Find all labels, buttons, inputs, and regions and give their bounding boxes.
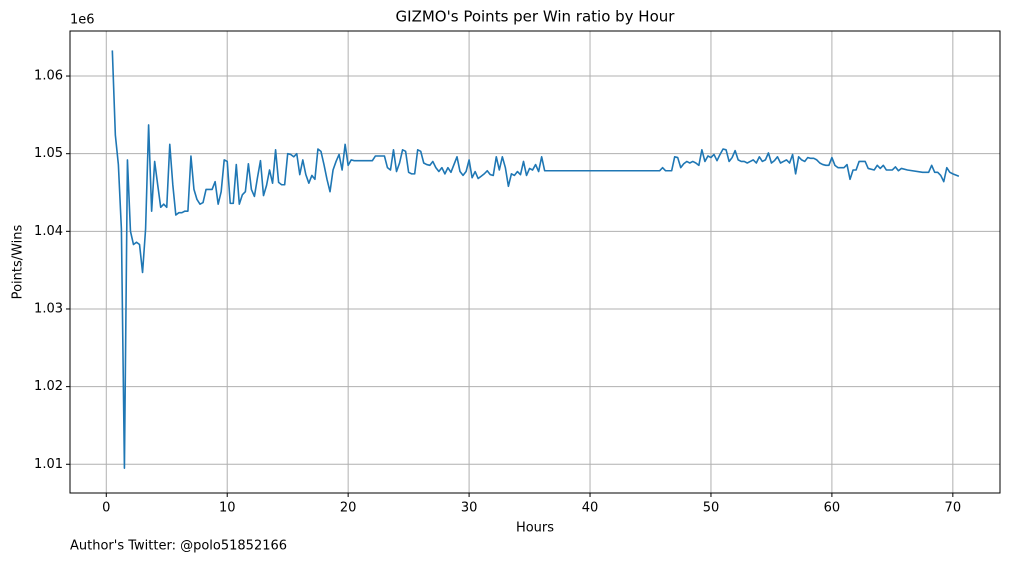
y-tick-label: 1.04 <box>34 224 63 239</box>
y-tick-label: 1.02 <box>34 379 63 394</box>
plot-frame <box>69 30 1001 494</box>
x-tick-label: 30 <box>461 501 478 516</box>
x-tick-label: 40 <box>582 501 599 516</box>
x-tick-label: 50 <box>703 501 720 516</box>
x-tick-label: 0 <box>102 501 110 516</box>
x-tick-label: 70 <box>945 501 962 516</box>
y-tick-label: 1.01 <box>34 457 63 472</box>
x-tick-label: 10 <box>219 501 236 516</box>
y-tick-label: 1.03 <box>34 301 63 316</box>
data-line <box>111 50 960 469</box>
y-tick-label: 1.05 <box>34 146 63 161</box>
y-tick-label: 1.06 <box>34 69 63 84</box>
x-axis-label: Hours <box>516 521 554 536</box>
x-tick-label: 20 <box>340 501 357 516</box>
y-offset-label: 1e6 <box>70 13 95 28</box>
x-tick-label: 60 <box>824 501 841 516</box>
y-axis-label: Points/Wins <box>11 224 26 299</box>
footnote: Author's Twitter: @polo51852166 <box>70 539 287 554</box>
chart-title: GIZMO's Points per Win ratio by Hour <box>396 8 676 26</box>
